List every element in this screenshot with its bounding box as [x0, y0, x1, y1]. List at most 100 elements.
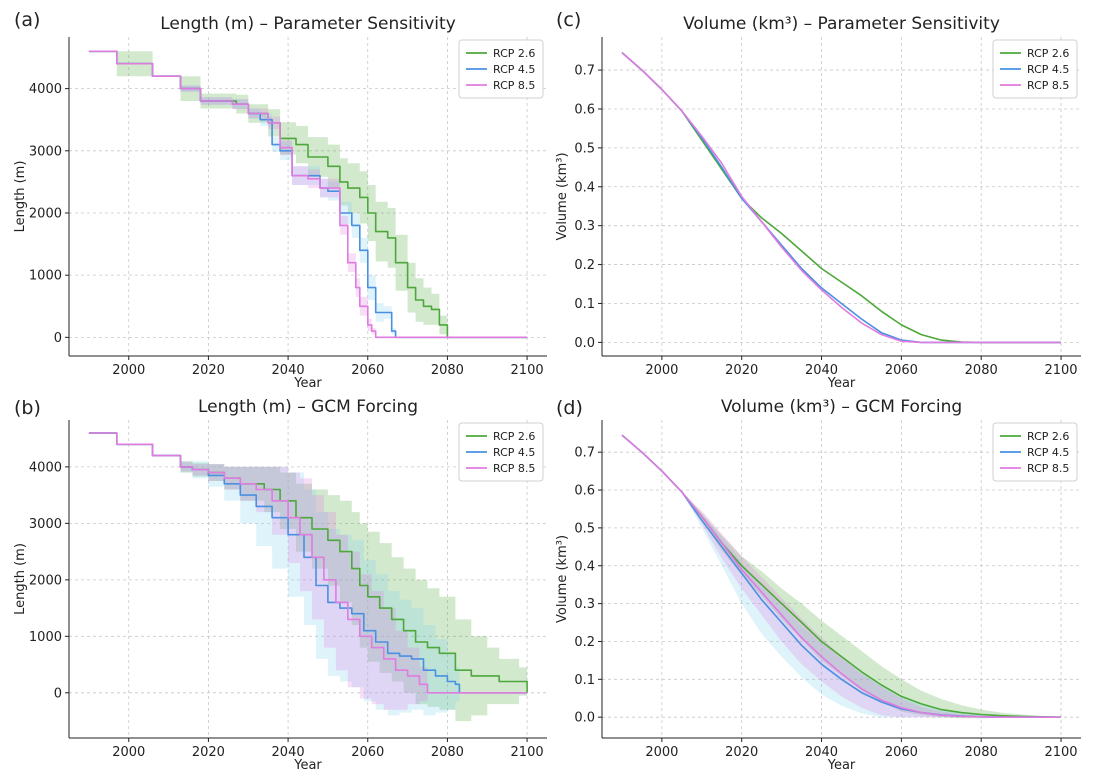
- x-tick-label: 2020: [192, 745, 225, 760]
- y-tick-label: 0: [54, 686, 62, 701]
- uncertainty-band: [88, 433, 528, 722]
- x-tick-label: 2100: [511, 363, 544, 378]
- legend-label: RCP 2.6: [493, 430, 535, 443]
- panel-letter: (c): [556, 9, 581, 31]
- x-axis-label: Year: [293, 376, 322, 391]
- chart-title: Volume (km³) – Parameter Sensitivity: [683, 14, 1000, 34]
- x-tick-label: 2020: [192, 363, 225, 378]
- legend-label: RCP 4.5: [493, 63, 535, 76]
- y-tick-label: 1000: [29, 269, 62, 284]
- uncertainty-band: [88, 433, 528, 716]
- chart-panel: 2000 2020 2040 2060 2080 2100 0 1000 2000 3000 400…: [13, 397, 547, 773]
- legend-label: RCP 2.6: [493, 47, 535, 60]
- legend: RCP 2.6 RCP 4.5 RCP 8.5: [992, 39, 1078, 99]
- legend-box: [458, 422, 544, 482]
- series-line: [621, 434, 1061, 718]
- legend-label: RCP 4.5: [1027, 63, 1069, 76]
- legend-label: RCP 4.5: [1027, 446, 1069, 459]
- x-tick-label: 2100: [1044, 745, 1077, 760]
- series-line: [88, 432, 528, 694]
- y-tick-label: 2000: [29, 573, 62, 588]
- y-tick-label: 0.0: [574, 711, 595, 726]
- uncertainty-band: [88, 433, 528, 710]
- x-tick-label: 2020: [725, 363, 758, 378]
- x-axis-label: Year: [293, 758, 322, 773]
- legend: RCP 2.6 RCP 4.5 RCP 8.5: [458, 39, 544, 99]
- y-tick-label: 1000: [29, 630, 62, 645]
- legend-box: [992, 422, 1078, 482]
- x-tick-label: 2000: [112, 363, 145, 378]
- y-tick-label: 3000: [29, 517, 62, 532]
- chart-title: Length (m) – Parameter Sensitivity: [160, 14, 456, 34]
- x-tick-label: 2080: [965, 745, 998, 760]
- y-tick-label: 0.0: [574, 336, 595, 351]
- x-tick-label: 2000: [645, 363, 678, 378]
- legend: RCP 2.6 RCP 4.5 RCP 8.5: [992, 422, 1078, 482]
- chart-title: Length (m) – GCM Forcing: [198, 397, 418, 417]
- x-tick-label: 2100: [511, 745, 544, 760]
- legend: RCP 2.6 RCP 4.5 RCP 8.5: [458, 422, 544, 482]
- y-tick-label: 4000: [29, 82, 62, 97]
- y-tick-label: 4000: [29, 460, 62, 475]
- legend-label: RCP 8.5: [1027, 462, 1069, 475]
- x-tick-label: 2040: [272, 363, 305, 378]
- legend-label: RCP 4.5: [493, 446, 535, 459]
- x-tick-label: 2060: [885, 363, 918, 378]
- x-axis-label: Year: [827, 376, 856, 391]
- legend-box: [458, 39, 544, 99]
- x-tick-label: 2060: [885, 745, 918, 760]
- legend-label: RCP 2.6: [1027, 47, 1069, 60]
- x-tick-label: 2100: [1044, 363, 1077, 378]
- series-line: [621, 51, 1061, 344]
- y-tick-label: 0.7: [574, 64, 595, 79]
- chart-panel: 2000 2020 2040 2060 2080 2100 0.0 0.1 0.2 0.3 0.4 0…: [555, 397, 1081, 773]
- y-tick-label: 0.3: [574, 597, 595, 612]
- panel-letter: (d): [556, 397, 583, 419]
- y-axis-label: Length (m): [13, 543, 28, 615]
- y-tick-label: 0.6: [574, 484, 595, 499]
- uncertainty-band: [622, 435, 1061, 718]
- legend-label: RCP 8.5: [1027, 79, 1069, 92]
- x-tick-label: 2060: [351, 745, 384, 760]
- legend-label: RCP 2.6: [1027, 430, 1069, 443]
- y-axis-label: Length (m): [13, 161, 28, 233]
- x-tick-label: 2000: [112, 745, 145, 760]
- x-tick-label: 2080: [431, 363, 464, 378]
- x-tick-label: 2020: [725, 745, 758, 760]
- panel-letter: (b): [14, 397, 41, 419]
- y-axis-label: Volume (km³): [555, 152, 570, 240]
- x-axis-label: Year: [827, 758, 856, 773]
- y-tick-label: 0.3: [574, 219, 595, 234]
- x-tick-label: 2040: [272, 745, 305, 760]
- y-tick-label: 0.2: [574, 258, 595, 273]
- chart-panel: 2000 2020 2040 2060 2080 2100 0 1000 2000 3000 400…: [13, 9, 547, 391]
- y-tick-label: 2000: [29, 206, 62, 221]
- y-tick-label: 0.4: [574, 180, 595, 195]
- y-tick-label: 0.2: [574, 635, 595, 650]
- x-tick-label: 2040: [805, 363, 838, 378]
- y-tick-label: 0.1: [574, 297, 595, 312]
- y-tick-label: 0: [54, 331, 62, 346]
- x-tick-label: 2080: [965, 363, 998, 378]
- y-axis-label: Volume (km³): [555, 535, 570, 623]
- x-tick-label: 2000: [645, 745, 678, 760]
- y-tick-label: 0.5: [574, 521, 595, 536]
- uncertainty-band: [622, 435, 1061, 718]
- y-tick-label: 0.4: [574, 559, 595, 574]
- x-tick-label: 2040: [805, 745, 838, 760]
- chart-title: Volume (km³) – GCM Forcing: [721, 397, 962, 417]
- y-tick-label: 0.1: [574, 673, 595, 688]
- uncertainty-band: [622, 435, 1061, 719]
- y-tick-label: 3000: [29, 144, 62, 159]
- legend-label: RCP 8.5: [493, 79, 535, 92]
- x-tick-label: 2060: [351, 363, 384, 378]
- y-tick-label: 0.7: [574, 446, 595, 461]
- panel-letter: (a): [14, 9, 40, 31]
- legend-label: RCP 8.5: [493, 462, 535, 475]
- legend-box: [992, 39, 1078, 99]
- y-tick-label: 0.5: [574, 141, 595, 156]
- chart-panel: 2000 2020 2040 2060 2080 2100 0.0 0.1 0.2 0.3 0.4 0…: [555, 9, 1081, 391]
- series-line: [88, 50, 528, 339]
- y-tick-label: 0.6: [574, 102, 595, 117]
